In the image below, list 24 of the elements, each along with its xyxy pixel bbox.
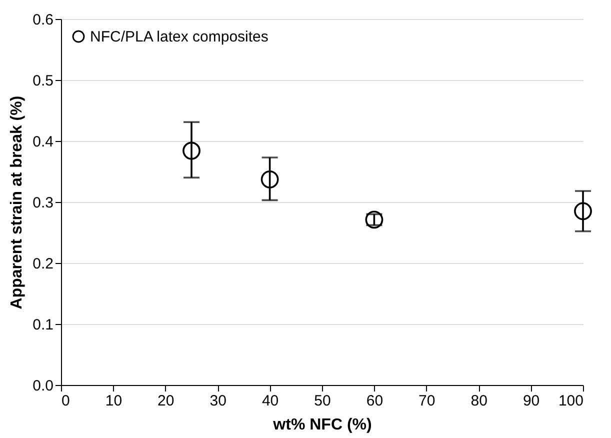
- legend-label: NFC/PLA latex composites: [90, 28, 268, 46]
- point: [260, 170, 279, 188]
- x-tick-label: 20: [158, 392, 174, 410]
- y-tick-label: 0.0: [32, 378, 54, 394]
- x-axis-title: wt% NFC (%): [272, 416, 372, 434]
- x-tick-label: 50: [314, 392, 331, 410]
- y-tick-label: 0.4: [32, 134, 54, 150]
- y-tick-label: 0.5: [32, 72, 54, 90]
- point: [182, 142, 200, 160]
- x-tick-label: 30: [210, 392, 226, 410]
- x-tick-label: 90: [522, 392, 540, 410]
- x-tick-label: 80: [470, 392, 488, 410]
- y-tick-label: 0.6: [32, 12, 54, 28]
- x-tick-label: 70: [418, 392, 436, 410]
- x-tick-label: 0: [62, 392, 70, 410]
- x-tick-label: 60: [366, 392, 384, 410]
- x-tick-label: 40: [262, 392, 279, 410]
- y-tick-label: 0.1: [32, 316, 54, 334]
- y-axis-title: Apparent strain at break (%): [8, 96, 26, 310]
- y-tick-label: 0.3: [32, 194, 54, 212]
- x-tick-label: 10: [105, 392, 122, 410]
- x-tick-label: 100: [558, 392, 584, 410]
- point: [574, 202, 592, 220]
- y-tick-label: 0.2: [32, 256, 54, 272]
